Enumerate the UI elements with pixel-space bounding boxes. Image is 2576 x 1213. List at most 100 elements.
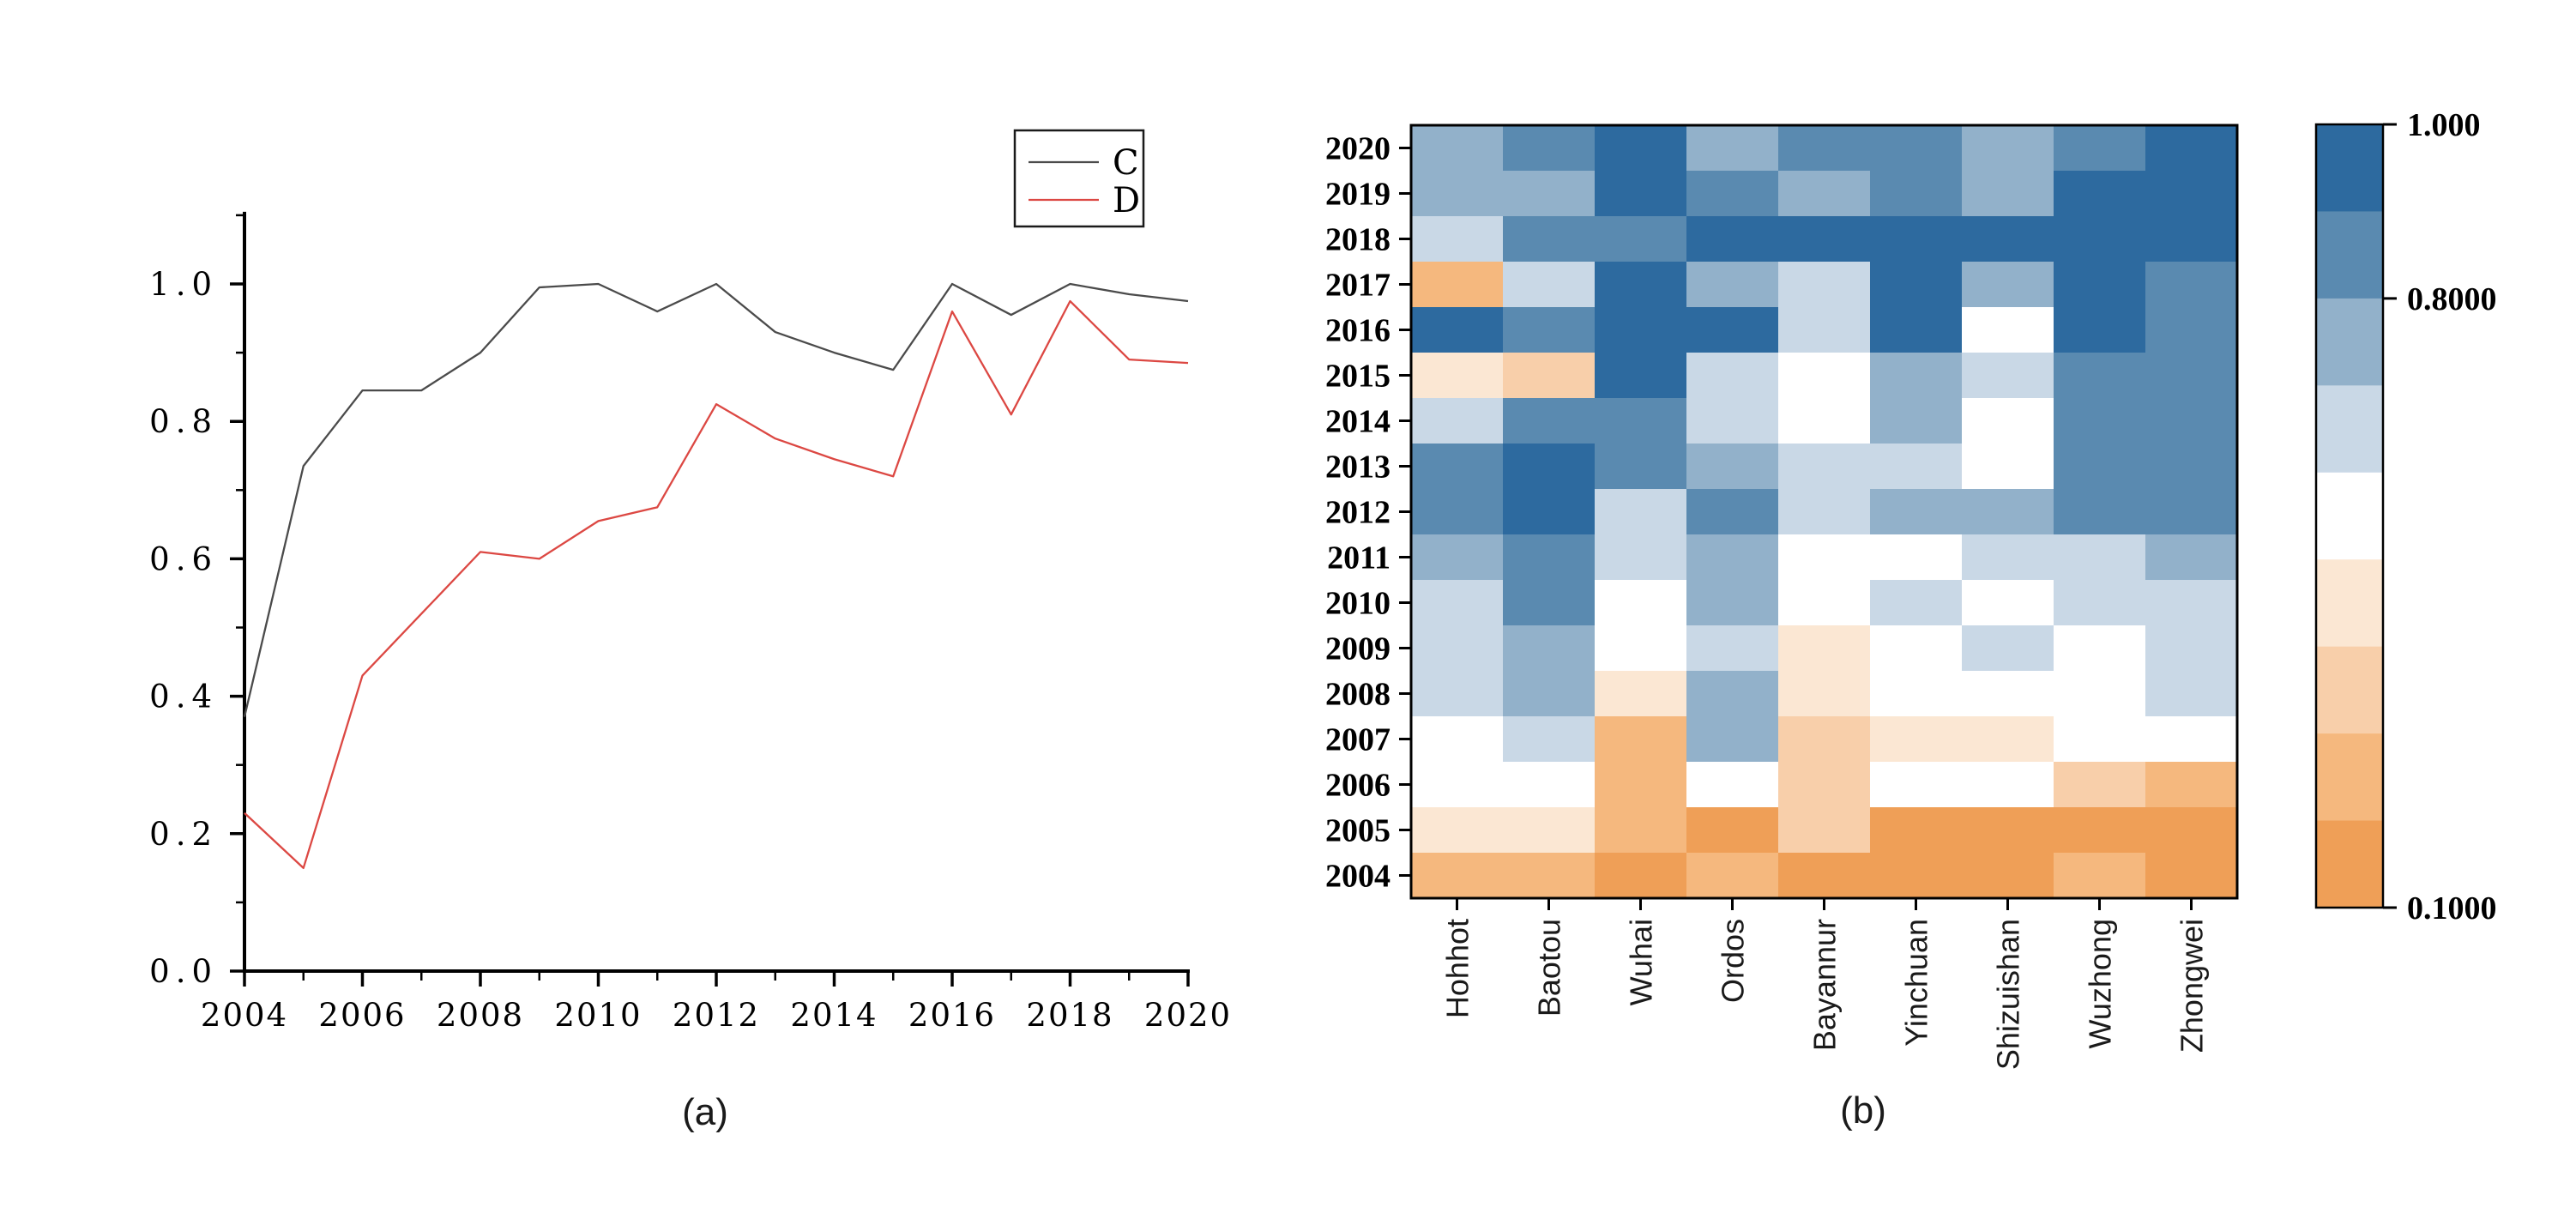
- legend-label-D: D: [1113, 181, 1140, 220]
- heatmap-cell-2006-Zhongwei: [2145, 762, 2238, 808]
- heatmap-cell-2010-Ordos: [1686, 580, 1779, 626]
- heatmap-cell-2017-Hohhot: [1411, 262, 1504, 308]
- heatmap-cell-2013-Bayannur: [1778, 444, 1871, 490]
- colorbar-segment: [2316, 298, 2383, 386]
- heatmap-cell-2013-Wuhai: [1595, 444, 1687, 490]
- heatmap-cell-2019-Yinchuan: [1870, 171, 1963, 217]
- heatmap-cell-2014-Bayannur: [1778, 398, 1871, 444]
- legend-box: [1013, 129, 1145, 228]
- legend-label-C: C: [1113, 143, 1139, 183]
- heatmap-cell-2009-Wuhai: [1595, 625, 1687, 672]
- heatmap-cell-2007-Shizuishan: [1962, 716, 2054, 763]
- heatmap-cell-2016-Shizuishan: [1962, 307, 2054, 353]
- heatmap-cell-2018-Wuzhong: [2054, 216, 2146, 263]
- heatmap-cell-2017-Bayannur: [1778, 262, 1871, 308]
- y-tick-label: 0.0: [149, 953, 218, 990]
- col-label-Baotou: Baotou: [1532, 919, 1567, 1017]
- col-label-Ordos: Ordos: [1716, 919, 1751, 1003]
- x-tick-label: 2016: [908, 997, 996, 1034]
- heatmap-cell-2006-Wuzhong: [2054, 762, 2146, 808]
- heatmap-cell-2014-Wuzhong: [2054, 398, 2146, 444]
- heatmap-cell-2019-Shizuishan: [1962, 171, 2054, 217]
- heatmap-cell-2010-Wuzhong: [2054, 580, 2146, 626]
- heatmap-cell-2016-Bayannur: [1778, 307, 1871, 353]
- heatmap-cell-2014-Ordos: [1686, 398, 1779, 444]
- row-label-2011: 2011: [1327, 540, 1391, 576]
- heatmap-cell-2006-Hohhot: [1411, 762, 1504, 808]
- heatmap-cell-2012-Ordos: [1686, 489, 1779, 535]
- heatmap-cell-2005-Wuhai: [1595, 807, 1687, 854]
- heatmap-cell-2019-Baotou: [1503, 171, 1596, 217]
- heatmap-cell-2012-Hohhot: [1411, 489, 1504, 535]
- heatmap-cell-2006-Baotou: [1503, 762, 1596, 808]
- x-tick-label: 2012: [673, 997, 760, 1034]
- heatmap-cell-2006-Shizuishan: [1962, 762, 2054, 808]
- heatmap-cell-2020-Wuhai: [1595, 125, 1687, 172]
- heatmap-cell-2004-Ordos: [1686, 853, 1779, 899]
- heatmap-cell-2018-Wuhai: [1595, 216, 1687, 263]
- heatmap-cell-2010-Hohhot: [1411, 580, 1504, 626]
- heatmap-cell-2018-Ordos: [1686, 216, 1779, 263]
- heatmap-cell-2020-Zhongwei: [2145, 125, 2238, 172]
- heatmap-cell-2017-Baotou: [1503, 262, 1596, 308]
- heatmap-cell-2013-Wuzhong: [2054, 444, 2146, 490]
- col-label-Shizuishan: Shizuishan: [1991, 919, 2026, 1070]
- caption-b: (b): [1840, 1089, 1886, 1132]
- heatmap-cell-2020-Yinchuan: [1870, 125, 1963, 172]
- heatmap-cell-2004-Zhongwei: [2145, 853, 2238, 899]
- heatmap-cell-2019-Hohhot: [1411, 171, 1504, 217]
- heatmap-cell-2015-Shizuishan: [1962, 353, 2054, 399]
- heatmap-cell-2006-Wuhai: [1595, 762, 1687, 808]
- colorbar-segment: [2316, 124, 2383, 213]
- heatmap-cell-2014-Wuhai: [1595, 398, 1687, 444]
- heatmap-cell-2020-Hohhot: [1411, 125, 1504, 172]
- line-series-D: [244, 299, 1189, 869]
- row-label-2009: 2009: [1325, 631, 1391, 667]
- y-tick-label: 1.0: [149, 266, 218, 303]
- heatmap-cell-2010-Shizuishan: [1962, 580, 2054, 626]
- heatmap-cell-2015-Bayannur: [1778, 353, 1871, 399]
- heatmap-cell-2014-Zhongwei: [2145, 398, 2238, 444]
- heatmap-cell-2009-Bayannur: [1778, 625, 1871, 672]
- heatmap-cell-2012-Baotou: [1503, 489, 1596, 535]
- heatmap-cell-2019-Ordos: [1686, 171, 1779, 217]
- colorbar-segment: [2316, 559, 2383, 648]
- y-tick-label: 0.2: [149, 816, 218, 853]
- row-label-2013: 2013: [1325, 450, 1391, 486]
- heatmap-cell-2014-Yinchuan: [1870, 398, 1963, 444]
- heatmap-cell-2018-Zhongwei: [2145, 216, 2238, 263]
- row-label-2019: 2019: [1325, 177, 1391, 213]
- heatmap-cell-2008-Zhongwei: [2145, 671, 2238, 717]
- heatmap-cell-2007-Zhongwei: [2145, 716, 2238, 763]
- heatmap-cell-2011-Zhongwei: [2145, 534, 2238, 581]
- heatmap-cell-2012-Wuhai: [1595, 489, 1687, 535]
- line-series-C: [243, 282, 1189, 717]
- heatmap-cell-2005-Yinchuan: [1870, 807, 1963, 854]
- heatmap-cell-2009-Shizuishan: [1962, 625, 2054, 672]
- heatmap-cell-2007-Ordos: [1686, 716, 1779, 763]
- heatmap-cell-2016-Hohhot: [1411, 307, 1504, 353]
- heatmap-cell-2017-Ordos: [1686, 262, 1779, 308]
- heatmap-cell-2006-Ordos: [1686, 762, 1779, 808]
- heatmap-cell-2004-Hohhot: [1411, 853, 1504, 899]
- heatmap-cell-2017-Shizuishan: [1962, 262, 2054, 308]
- heatmap-cell-2004-Baotou: [1503, 853, 1596, 899]
- x-tick-label: 2008: [437, 997, 524, 1034]
- heatmap-cell-2007-Baotou: [1503, 716, 1596, 763]
- heatmap-cell-2013-Ordos: [1686, 444, 1779, 490]
- x-tick-label: 2014: [790, 997, 878, 1034]
- heatmap-cell-2005-Hohhot: [1411, 807, 1504, 854]
- heatmap-cell-2013-Shizuishan: [1962, 444, 2054, 490]
- row-label-2012: 2012: [1325, 495, 1391, 531]
- colorbar-segment: [2316, 820, 2383, 908]
- heatmap-cell-2013-Baotou: [1503, 444, 1596, 490]
- colorbar-tick-label: 1.000: [2407, 107, 2481, 143]
- heatmap-cell-2019-Zhongwei: [2145, 171, 2238, 217]
- heatmap-cell-2011-Wuzhong: [2054, 534, 2146, 581]
- heatmap-cell-2015-Yinchuan: [1870, 353, 1963, 399]
- heatmap-cell-2018-Hohhot: [1411, 216, 1504, 263]
- heatmap-cell-2010-Zhongwei: [2145, 580, 2238, 626]
- heatmap-cell-2012-Shizuishan: [1962, 489, 2054, 535]
- heatmap-cell-2015-Zhongwei: [2145, 353, 2238, 399]
